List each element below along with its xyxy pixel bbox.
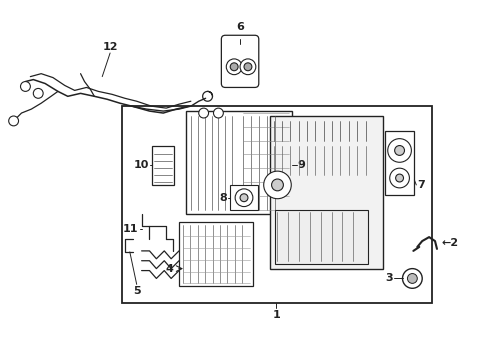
Circle shape xyxy=(230,63,238,71)
Text: 11: 11 xyxy=(123,224,139,234)
Bar xyxy=(269,116,382,269)
Circle shape xyxy=(244,63,251,71)
Circle shape xyxy=(387,139,410,162)
Bar xyxy=(274,210,367,264)
Bar xyxy=(230,185,257,210)
FancyBboxPatch shape xyxy=(221,35,258,87)
Circle shape xyxy=(240,194,247,202)
Text: 4: 4 xyxy=(165,264,173,274)
Bar xyxy=(384,131,413,195)
Bar xyxy=(185,111,292,215)
Circle shape xyxy=(395,174,403,182)
Text: 5: 5 xyxy=(133,286,140,296)
Circle shape xyxy=(235,189,252,207)
Circle shape xyxy=(240,59,255,75)
Circle shape xyxy=(33,89,43,98)
Text: 10: 10 xyxy=(134,160,149,170)
Text: 3: 3 xyxy=(384,274,392,283)
Circle shape xyxy=(394,145,404,156)
Circle shape xyxy=(213,108,223,118)
Bar xyxy=(152,145,174,185)
Text: 1: 1 xyxy=(272,310,280,320)
Circle shape xyxy=(271,179,283,191)
Circle shape xyxy=(407,274,416,283)
Circle shape xyxy=(402,269,421,288)
Text: ←2: ←2 xyxy=(441,238,458,248)
Text: 6: 6 xyxy=(236,22,244,32)
Text: 12: 12 xyxy=(102,42,118,52)
Bar xyxy=(122,106,431,303)
Circle shape xyxy=(198,108,208,118)
Text: 7: 7 xyxy=(416,180,424,190)
Circle shape xyxy=(263,171,291,199)
Text: 9: 9 xyxy=(297,160,305,170)
Circle shape xyxy=(226,59,242,75)
Bar xyxy=(179,222,252,286)
Text: 8: 8 xyxy=(219,193,227,203)
Circle shape xyxy=(9,116,19,126)
Circle shape xyxy=(389,168,408,188)
Circle shape xyxy=(20,82,30,91)
